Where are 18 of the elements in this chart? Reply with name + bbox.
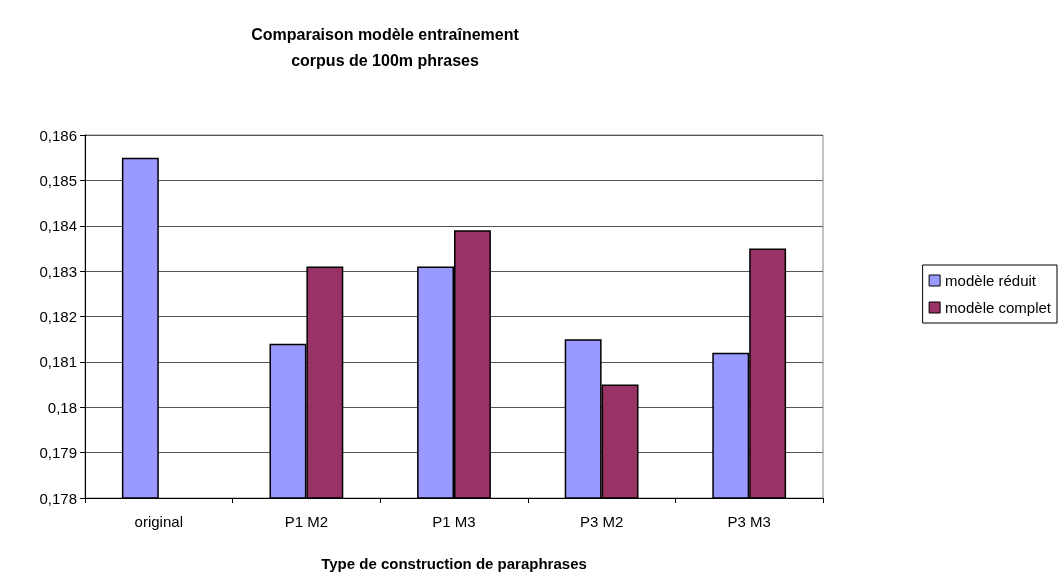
y-tick-label: 0,181 [39,353,77,371]
x-tick-label: P1 M2 [284,513,329,530]
x-tick-label: P1 M3 [432,513,476,530]
x-axis-title: Type de construction de paraphrases [321,555,587,572]
legend-label: modèle complet [945,299,1052,316]
x-tick-label: original [134,513,183,530]
y-tick-label: 0,179 [39,444,77,462]
chart-title: Comparaison modèle entraînement corpus de 100m phrases [251,25,520,69]
y-tick-label: 0,178 [39,489,77,507]
y-tick-label: 0,182 [39,308,77,325]
x-tick-label: P3 M2 [579,513,624,530]
legend-label: modèle réduit [945,272,1037,289]
y-tick-label: 0,184 [39,217,77,235]
y-tick-label: 0,186 [39,126,77,144]
y-tick-label: 0,185 [39,171,77,189]
x-tick-label: P3 M3 [727,513,771,530]
y-tick-label: 0,183 [39,262,77,280]
y-tick-label: 0,18 [47,398,77,416]
